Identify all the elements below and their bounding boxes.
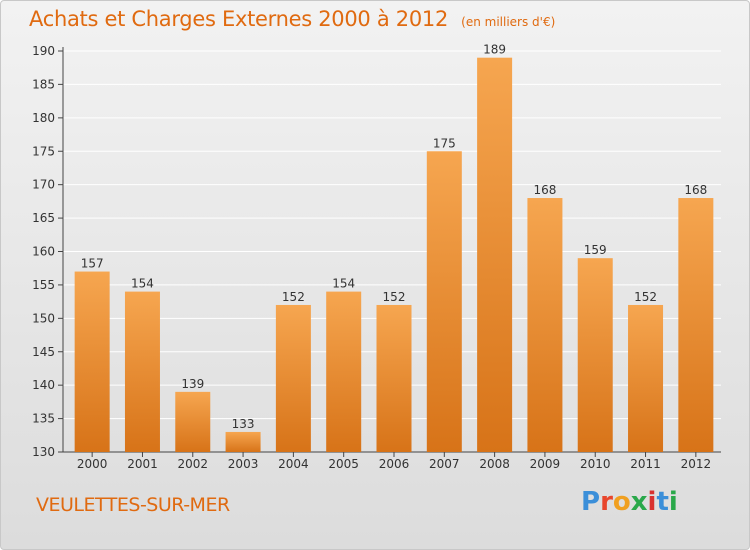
logo-letter: x — [630, 487, 648, 517]
bar — [376, 304, 412, 452]
data-label: 152 — [282, 290, 305, 304]
logo-letter: P — [581, 487, 601, 517]
bar — [326, 291, 362, 452]
logo-letter: i — [668, 487, 678, 517]
data-label: 154 — [131, 277, 154, 291]
x-tick-label: 2001 — [127, 457, 158, 471]
bar — [124, 291, 160, 452]
bar — [275, 304, 311, 452]
y-tick-label: 175 — [32, 144, 55, 158]
title-row: Achats et Charges Externes 2000 à 2012 (… — [29, 7, 555, 31]
logo-letter: o — [612, 487, 631, 517]
bar — [527, 198, 563, 452]
x-tick-label: 2004 — [278, 457, 309, 471]
x-tick-label: 2003 — [228, 457, 259, 471]
data-label: 152 — [634, 290, 657, 304]
bar — [477, 57, 513, 452]
y-tick-label: 170 — [32, 178, 55, 192]
x-tick-label: 2007 — [429, 457, 460, 471]
logo-letter: r — [600, 487, 613, 517]
x-tick-label: 2010 — [580, 457, 611, 471]
data-label: 189 — [483, 43, 506, 57]
proxiti-logo: Proxiti — [581, 487, 678, 517]
y-tick-label: 140 — [32, 378, 55, 392]
y-tick-label: 150 — [32, 311, 55, 325]
x-tick-label: 2002 — [177, 457, 208, 471]
data-label: 168 — [533, 183, 556, 197]
y-tick-label: 160 — [32, 245, 55, 259]
y-tick-label: 165 — [32, 211, 55, 225]
x-tick-label: 2012 — [681, 457, 712, 471]
bar — [628, 304, 664, 452]
data-label: 152 — [383, 290, 406, 304]
y-tick-label: 135 — [32, 412, 55, 426]
x-tick-label: 2009 — [530, 457, 561, 471]
data-label: 154 — [332, 277, 355, 291]
y-tick-label: 185 — [32, 77, 55, 91]
data-label: 139 — [181, 377, 204, 391]
logo-letter: i — [647, 487, 657, 517]
data-label: 133 — [232, 417, 255, 431]
labels: 157 2000 154 2001 139 2002 133 2003 152 2004 154 20… — [77, 43, 711, 471]
bar — [225, 431, 261, 452]
y-tick-label: 190 — [32, 44, 55, 58]
data-label: 159 — [584, 243, 607, 257]
x-tick-label: 2006 — [379, 457, 410, 471]
chart-subtitle: (en milliers d'€) — [461, 15, 556, 29]
bars — [74, 57, 714, 452]
y-tick-label: 145 — [32, 345, 55, 359]
y-tick-label: 130 — [32, 445, 55, 459]
location-name: VEULETTES-SUR-MER — [36, 494, 230, 516]
x-tick-label: 2008 — [479, 457, 510, 471]
bar — [577, 258, 613, 452]
y-tick-label: 180 — [32, 111, 55, 125]
x-tick-label: 2011 — [630, 457, 661, 471]
axes: 130 135 140 145 150 155 160 165 170 175 180 185 190 — [32, 44, 721, 459]
bar — [426, 151, 462, 452]
x-tick-label: 2000 — [77, 457, 108, 471]
data-label: 175 — [433, 136, 456, 150]
data-label: 157 — [81, 257, 104, 271]
data-label: 168 — [684, 183, 707, 197]
chart-title: Achats et Charges Externes 2000 à 2012 — [29, 7, 449, 31]
bar — [678, 198, 714, 452]
logo-letter: t — [656, 487, 669, 517]
x-tick-label: 2005 — [328, 457, 359, 471]
bar — [74, 271, 110, 452]
bar — [175, 391, 211, 452]
y-tick-label: 155 — [32, 278, 55, 292]
